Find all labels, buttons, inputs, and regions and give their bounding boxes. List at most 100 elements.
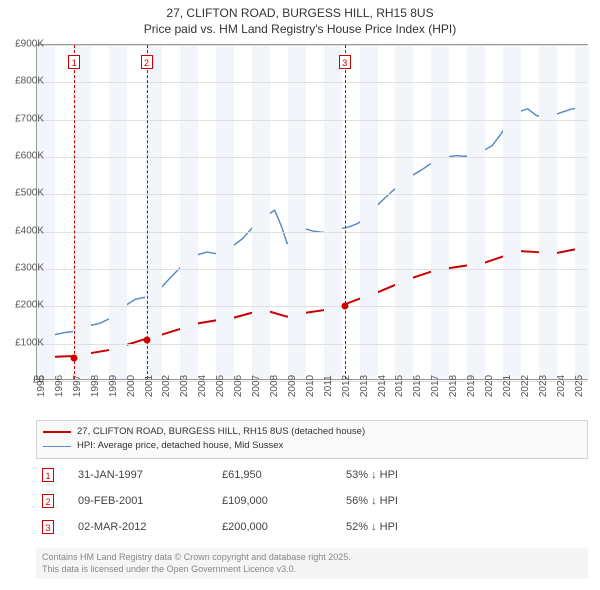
event-dot bbox=[143, 337, 150, 344]
gridline bbox=[37, 232, 587, 233]
x-tick-label: 2020 bbox=[484, 375, 495, 397]
chart-title: 27, CLIFTON ROAD, BURGESS HILL, RH15 8US… bbox=[0, 0, 600, 37]
x-tick-label: 2000 bbox=[126, 375, 137, 397]
shade-band bbox=[575, 45, 589, 379]
event-row-hpi: 56% ↓ HPI bbox=[346, 495, 466, 507]
x-tick-label: 2006 bbox=[233, 375, 244, 397]
y-tick-label: £400K bbox=[15, 225, 44, 236]
event-line bbox=[147, 45, 148, 379]
event-marker: 2 bbox=[141, 55, 153, 69]
events-table-row: 2 09-FEB-2001 £109,000 56% ↓ HPI bbox=[36, 488, 588, 514]
shade-band bbox=[109, 45, 127, 379]
x-tick-label: 2007 bbox=[251, 375, 262, 397]
event-dot bbox=[71, 354, 78, 361]
x-tick-label: 1996 bbox=[54, 375, 65, 397]
event-row-price: £200,000 bbox=[222, 521, 322, 533]
x-tick-label: 2025 bbox=[574, 375, 585, 397]
x-tick-label: 2015 bbox=[394, 375, 405, 397]
shade-band bbox=[216, 45, 234, 379]
event-row-date: 31-JAN-1997 bbox=[78, 469, 198, 481]
event-row-hpi: 52% ↓ HPI bbox=[346, 521, 466, 533]
x-tick-label: 2005 bbox=[215, 375, 226, 397]
y-tick-label: £500K bbox=[15, 188, 44, 199]
event-row-date: 02-MAR-2012 bbox=[78, 521, 198, 533]
shade-band bbox=[395, 45, 413, 379]
shade-band bbox=[431, 45, 449, 379]
legend-swatch-price-paid bbox=[43, 431, 71, 433]
shade-band bbox=[360, 45, 378, 379]
shade-band bbox=[180, 45, 198, 379]
y-tick-label: £100K bbox=[15, 337, 44, 348]
shade-band bbox=[37, 45, 55, 379]
y-tick-label: £300K bbox=[15, 263, 44, 274]
x-tick-label: 2011 bbox=[323, 375, 334, 397]
x-tick-label: 2008 bbox=[269, 375, 280, 397]
event-row-price: £109,000 bbox=[222, 495, 322, 507]
gridline bbox=[37, 269, 587, 270]
event-row-marker: 2 bbox=[42, 494, 54, 508]
event-row-hpi: 53% ↓ HPI bbox=[346, 469, 466, 481]
x-tick-label: 2023 bbox=[538, 375, 549, 397]
event-row-marker: 3 bbox=[42, 520, 54, 534]
event-marker: 1 bbox=[68, 55, 80, 69]
event-marker: 3 bbox=[339, 55, 351, 69]
chart-plot-area: 1 2 3 bbox=[36, 44, 588, 380]
shade-band bbox=[324, 45, 342, 379]
gridline bbox=[37, 157, 587, 158]
gridline bbox=[37, 306, 587, 307]
event-row-price: £61,950 bbox=[222, 469, 322, 481]
x-tick-label: 2010 bbox=[305, 375, 316, 397]
x-tick-label: 2012 bbox=[341, 375, 352, 397]
x-tick-label: 2019 bbox=[466, 375, 477, 397]
shade-band bbox=[252, 45, 270, 379]
shade-band bbox=[503, 45, 521, 379]
legend-swatch-hpi bbox=[43, 446, 71, 447]
x-tick-label: 1995 bbox=[36, 375, 47, 397]
gridline bbox=[37, 194, 587, 195]
shade-band bbox=[539, 45, 557, 379]
x-tick-label: 2002 bbox=[161, 375, 172, 397]
footnote-line1: Contains HM Land Registry data © Crown c… bbox=[42, 552, 582, 564]
y-tick-label: £700K bbox=[15, 113, 44, 124]
gridline bbox=[37, 120, 587, 121]
event-dot bbox=[341, 303, 348, 310]
title-line2: Price paid vs. HM Land Registry's House … bbox=[0, 22, 600, 38]
footnote: Contains HM Land Registry data © Crown c… bbox=[36, 548, 588, 579]
event-line bbox=[74, 45, 75, 379]
shade-band bbox=[73, 45, 91, 379]
shade-band bbox=[288, 45, 306, 379]
event-row-date: 09-FEB-2001 bbox=[78, 495, 198, 507]
x-tick-label: 2022 bbox=[520, 375, 531, 397]
x-tick-label: 2017 bbox=[430, 375, 441, 397]
gridline bbox=[37, 344, 587, 345]
event-row-marker: 1 bbox=[42, 468, 54, 482]
title-line1: 27, CLIFTON ROAD, BURGESS HILL, RH15 8US bbox=[0, 6, 600, 22]
x-tick-label: 2003 bbox=[179, 375, 190, 397]
x-tick-label: 2013 bbox=[359, 375, 370, 397]
legend-row-price-paid: 27, CLIFTON ROAD, BURGESS HILL, RH15 8US… bbox=[43, 425, 581, 439]
events-table: 1 31-JAN-1997 £61,950 53% ↓ HPI 2 09-FEB-2001… bbox=[36, 462, 588, 540]
shade-band bbox=[467, 45, 485, 379]
event-line bbox=[345, 45, 346, 379]
y-tick-label: £900K bbox=[15, 39, 44, 50]
legend-label-price-paid: 27, CLIFTON ROAD, BURGESS HILL, RH15 8US… bbox=[77, 425, 365, 439]
gridline bbox=[37, 82, 587, 83]
legend-row-hpi: HPI: Average price, detached house, Mid … bbox=[43, 439, 581, 453]
x-tick-label: 2021 bbox=[502, 375, 513, 397]
y-tick-label: £600K bbox=[15, 151, 44, 162]
x-tick-label: 2004 bbox=[197, 375, 208, 397]
x-tick-label: 2014 bbox=[377, 375, 388, 397]
x-tick-label: 2024 bbox=[556, 375, 567, 397]
footnote-line2: This data is licensed under the Open Gov… bbox=[42, 564, 582, 576]
x-tick-label: 1999 bbox=[108, 375, 119, 397]
events-table-row: 3 02-MAR-2012 £200,000 52% ↓ HPI bbox=[36, 514, 588, 540]
gridline bbox=[37, 45, 587, 46]
x-tick-label: 2018 bbox=[448, 375, 459, 397]
x-tick-label: 2001 bbox=[144, 375, 155, 397]
legend-box: 27, CLIFTON ROAD, BURGESS HILL, RH15 8US… bbox=[36, 420, 588, 459]
legend-label-hpi: HPI: Average price, detached house, Mid … bbox=[77, 439, 283, 453]
events-table-row: 1 31-JAN-1997 £61,950 53% ↓ HPI bbox=[36, 462, 588, 488]
x-tick-label: 2016 bbox=[412, 375, 423, 397]
x-tick-label: 1998 bbox=[90, 375, 101, 397]
x-tick-label: 1997 bbox=[72, 375, 83, 397]
